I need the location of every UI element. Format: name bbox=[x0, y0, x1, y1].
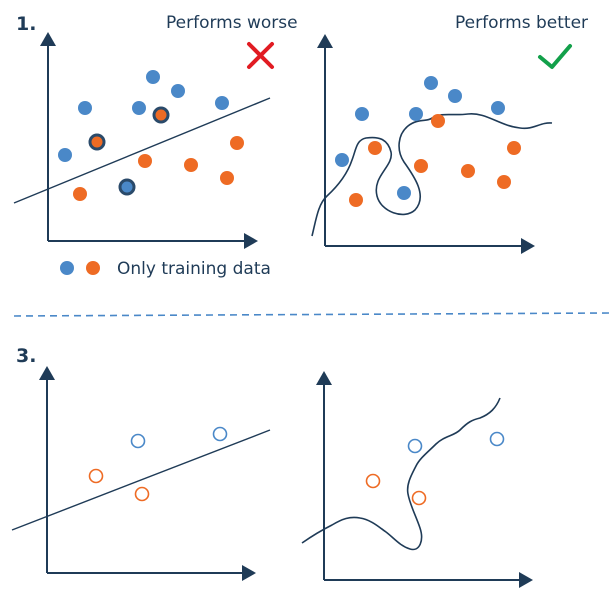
orange-point bbox=[138, 154, 152, 168]
hollow-orange-point bbox=[134, 486, 150, 502]
orange-point bbox=[414, 159, 428, 173]
right-test-points bbox=[365, 431, 505, 506]
green-check-icon bbox=[538, 44, 572, 69]
right-axes-test bbox=[316, 371, 533, 588]
hollow-blue-point bbox=[212, 426, 228, 442]
orange-point bbox=[230, 136, 244, 150]
legend: Only training data bbox=[60, 259, 271, 279]
blue-point bbox=[409, 107, 423, 121]
blue-point bbox=[58, 148, 72, 162]
panel-3-number: 3. bbox=[16, 345, 36, 367]
left-test-points bbox=[88, 426, 228, 502]
orange-point bbox=[349, 193, 363, 207]
overfit-curve bbox=[311, 113, 553, 237]
blue-point bbox=[132, 101, 146, 115]
left-caption: Performs worse bbox=[166, 13, 298, 33]
orange-point bbox=[497, 175, 511, 189]
hollow-blue-point bbox=[407, 438, 423, 454]
highlighted-orange-point bbox=[88, 133, 106, 151]
blue-point bbox=[146, 70, 160, 84]
dashed-divider bbox=[13, 312, 610, 317]
right-points bbox=[335, 76, 521, 207]
legend-text: Only training data bbox=[117, 259, 271, 279]
blue-point bbox=[78, 101, 92, 115]
hollow-orange-point bbox=[411, 490, 427, 506]
highlighted-blue-point bbox=[118, 178, 136, 196]
left-axes-test bbox=[39, 366, 256, 581]
left-points bbox=[58, 70, 244, 201]
orange-point bbox=[461, 164, 475, 178]
hollow-orange-point bbox=[365, 473, 381, 489]
blue-point bbox=[335, 153, 349, 167]
orange-point bbox=[184, 158, 198, 172]
right-caption: Performs better bbox=[455, 13, 588, 33]
blue-point bbox=[448, 89, 462, 103]
blue-point bbox=[424, 76, 438, 90]
hollow-blue-point bbox=[489, 431, 505, 447]
hollow-blue-point bbox=[130, 433, 146, 449]
orange-point bbox=[220, 171, 234, 185]
highlighted-orange-point bbox=[152, 106, 170, 124]
orange-point bbox=[73, 187, 87, 201]
linear-fit-line bbox=[13, 97, 271, 204]
overfit-curve-test bbox=[301, 397, 501, 551]
panel-1-number: 1. bbox=[16, 13, 36, 35]
blue-point bbox=[171, 84, 185, 98]
blue-point bbox=[397, 186, 411, 200]
orange-point bbox=[507, 141, 521, 155]
blue-point bbox=[215, 96, 229, 110]
red-cross-icon bbox=[247, 42, 274, 69]
left-axes bbox=[40, 32, 258, 249]
hollow-orange-point bbox=[88, 468, 104, 484]
linear-fit-line-test bbox=[11, 429, 271, 531]
legend-orange-dot bbox=[86, 261, 100, 275]
blue-point bbox=[491, 101, 505, 115]
orange-point bbox=[431, 114, 445, 128]
blue-point bbox=[355, 107, 369, 121]
right-axes bbox=[317, 34, 535, 254]
orange-point bbox=[368, 141, 382, 155]
legend-blue-dot bbox=[60, 261, 74, 275]
